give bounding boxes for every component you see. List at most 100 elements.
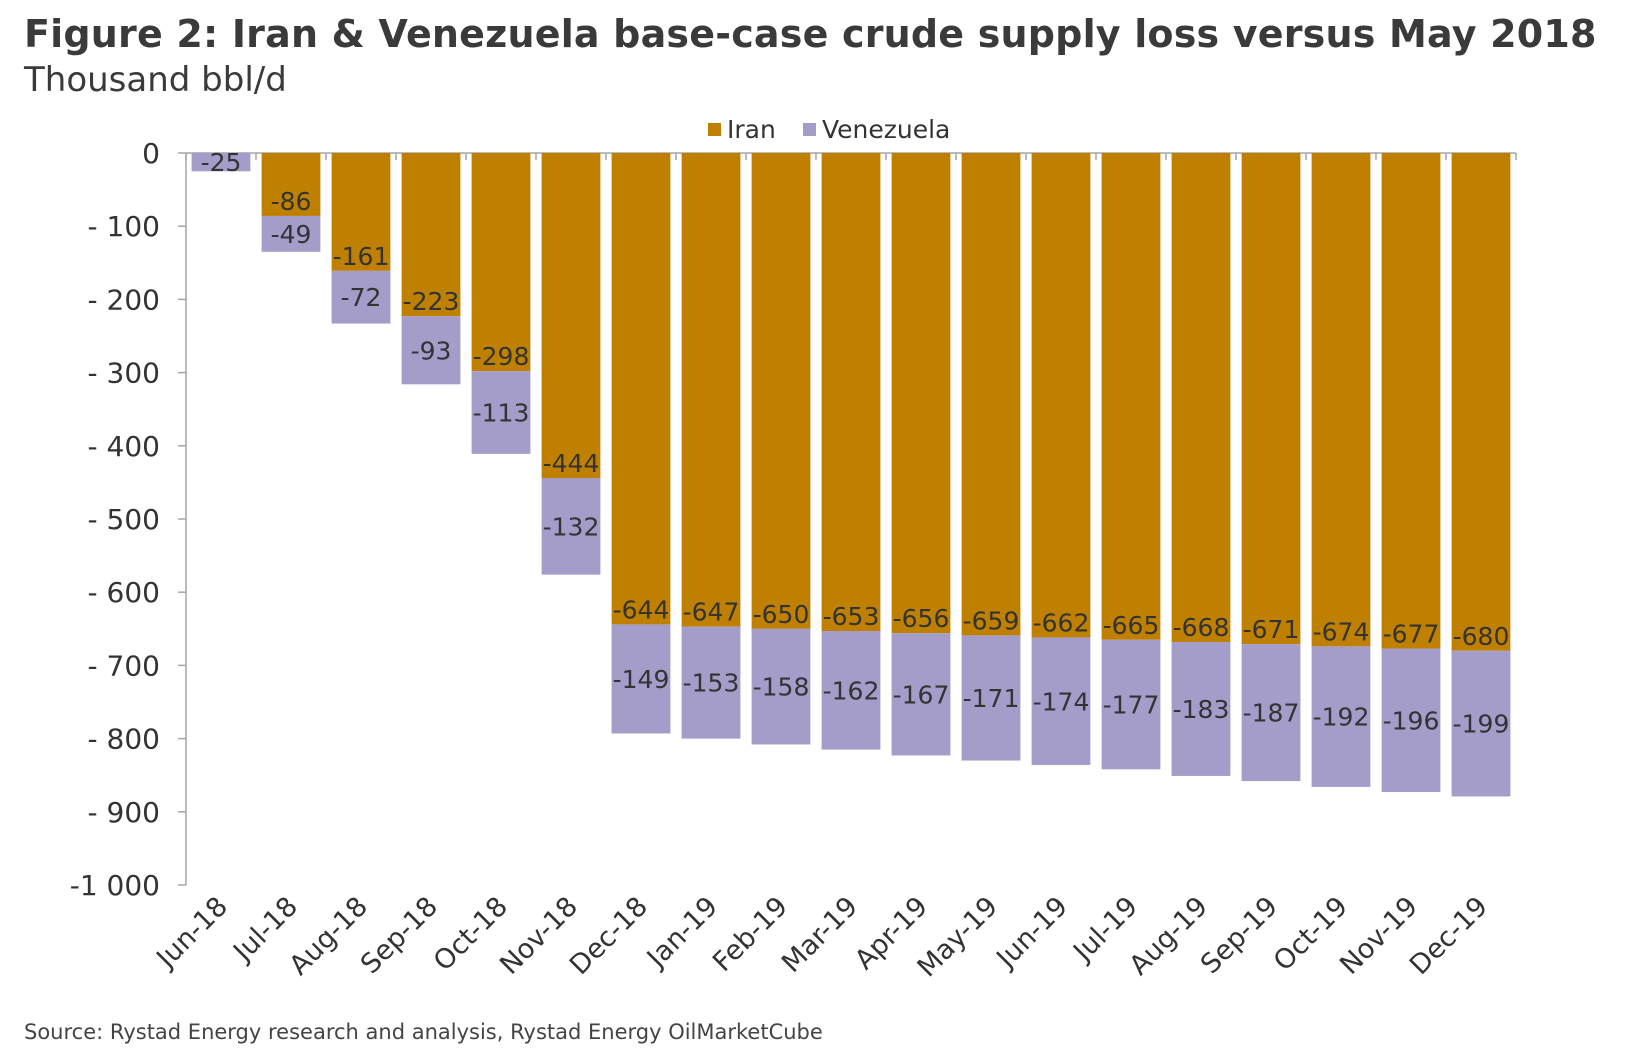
data-label-iran: -650 (753, 600, 810, 629)
bar-iran-sep-18 (401, 153, 461, 317)
bars (191, 153, 1511, 797)
data-label-iran: -644 (613, 595, 670, 624)
data-label-venezuela: -196 (1383, 706, 1440, 735)
source-note: Source: Rystad Energy research and analy… (24, 1020, 823, 1044)
data-label-venezuela: -162 (823, 676, 880, 705)
data-label-iran: -161 (333, 242, 390, 271)
legend-swatch-venezuela (803, 123, 816, 136)
data-label-venezuela: -174 (1033, 687, 1090, 716)
data-label-venezuela: -199 (1453, 710, 1510, 739)
y-axis: 0 - 100 - 200 - 300 - 400 - 500 - 600 - 700 - 80… (70, 137, 187, 902)
data-label-iran: -86 (271, 187, 312, 216)
x-tick-label: Mar-19 (776, 891, 864, 979)
bar-venezuela-feb-19 (751, 628, 811, 745)
data-label-venezuela: -93 (411, 336, 452, 365)
stacked-bar-chart: Iran Venezuela 0 - 100 - 200 - 300 - 400 - 50… (70, 115, 1517, 983)
bar-venezuela-jun-19 (1031, 637, 1091, 765)
data-label-iran: -674 (1313, 617, 1370, 646)
x-tick-label: Jun-18 (150, 891, 234, 975)
bar-venezuela-dec-19 (1451, 650, 1511, 797)
bar-iran-dec-18 (611, 153, 671, 625)
y-tick-label: - 900 (88, 796, 160, 829)
data-label-venezuela: -192 (1313, 703, 1370, 732)
bar-iran-oct-18 (471, 153, 531, 372)
bar-iran-mar-19 (821, 153, 881, 631)
bar-iran-oct-19 (1311, 153, 1371, 647)
y-tick-label: - 500 (88, 503, 160, 536)
y-tick-label: - 100 (88, 210, 160, 243)
data-label-iran: -665 (1103, 611, 1160, 640)
x-tick-label: Aug-19 (1124, 891, 1214, 981)
bar-iran-sep-19 (1241, 153, 1301, 645)
bar-venezuela-jul-19 (1101, 639, 1161, 770)
bar-iran-nov-18 (541, 153, 601, 479)
y-tick-label: - 400 (88, 430, 160, 463)
data-label-iran: -444 (543, 449, 600, 478)
data-label-iran: -653 (823, 602, 880, 631)
bar-venezuela-apr-19 (891, 633, 951, 756)
bar-iran-jul-18 (261, 153, 321, 216)
legend: Iran Venezuela (708, 115, 950, 144)
bar-venezuela-jun-18 (191, 153, 251, 172)
x-tick-label: Nov-18 (494, 891, 584, 981)
bar-venezuela-aug-19 (1171, 641, 1231, 776)
x-tick-label: Jan-19 (640, 891, 724, 975)
data-label-iran: -647 (683, 598, 740, 627)
data-label-venezuela: -113 (473, 398, 530, 427)
data-label-venezuela: -49 (271, 220, 312, 249)
bar-iran-jul-19 (1101, 153, 1161, 640)
data-label-iran: -656 (893, 604, 950, 633)
bar-iran-aug-18 (331, 153, 391, 271)
data-label-venezuela: -171 (963, 684, 1020, 713)
x-tick-label: Sep-19 (1195, 891, 1284, 980)
x-tick-label: Feb-19 (707, 891, 794, 978)
data-label-iran: -671 (1243, 615, 1300, 644)
bar-iran-feb-19 (751, 153, 811, 629)
bar-iran-apr-19 (891, 153, 951, 634)
bar-venezuela-oct-18 (471, 371, 531, 454)
bar-venezuela-jul-18 (261, 215, 321, 252)
data-label-venezuela: -183 (1173, 695, 1230, 724)
chart-subtitle: Thousand bbl/d (24, 60, 287, 100)
legend-label-iran: Iran (727, 115, 776, 144)
data-label-iran: -680 (1453, 622, 1510, 651)
x-tick-label: Aug-18 (284, 891, 374, 981)
y-tick-label: 0 (142, 137, 160, 170)
data-label-iran: -668 (1173, 613, 1230, 642)
data-labels: -25 -86 -49 -161 -72 -223 -93 -298 -113 -444 -132 -… (201, 148, 1510, 738)
data-label-iran: -677 (1383, 620, 1440, 649)
bar-venezuela-dec-18 (611, 624, 671, 734)
x-tick-label: Jun-19 (990, 891, 1074, 975)
bar-iran-dec-19 (1451, 153, 1511, 651)
data-label-venezuela: -167 (893, 680, 950, 709)
y-tick-label: - 600 (88, 576, 160, 609)
bar-venezuela-sep-19 (1241, 644, 1301, 782)
legend-label-venezuela: Venezuela (822, 115, 950, 144)
data-label-venezuela: -158 (753, 673, 810, 702)
bar-iran-jun-19 (1031, 153, 1091, 638)
bar-venezuela-oct-19 (1311, 646, 1371, 787)
data-label-venezuela: -132 (543, 512, 600, 541)
bar-venezuela-nov-18 (541, 478, 601, 575)
bar-venezuela-nov-19 (1381, 648, 1441, 793)
y-tick-label: - 200 (88, 283, 160, 316)
data-label-venezuela: -72 (341, 283, 382, 312)
bar-venezuela-may-19 (961, 635, 1021, 761)
y-tick-label: - 300 (88, 357, 160, 390)
legend-swatch-iran (708, 123, 721, 136)
data-label-venezuela: -187 (1243, 699, 1300, 728)
x-tick-label: Nov-19 (1334, 891, 1424, 981)
bar-iran-jan-19 (681, 153, 741, 627)
data-label-iran: -223 (403, 287, 460, 316)
y-tick-label: -1 000 (70, 869, 160, 902)
data-label-venezuela: -25 (201, 148, 242, 177)
data-label-iran: -298 (473, 342, 530, 371)
x-tick-label: Dec-18 (564, 891, 654, 981)
data-label-iran: -662 (1033, 609, 1090, 638)
y-tick-label: - 800 (88, 723, 160, 756)
data-label-venezuela: -149 (613, 665, 670, 694)
bar-venezuela-aug-18 (331, 270, 391, 324)
y-tick-label: - 700 (88, 649, 160, 682)
x-tick-label: Dec-19 (1404, 891, 1494, 981)
bar-venezuela-mar-19 (821, 630, 881, 750)
